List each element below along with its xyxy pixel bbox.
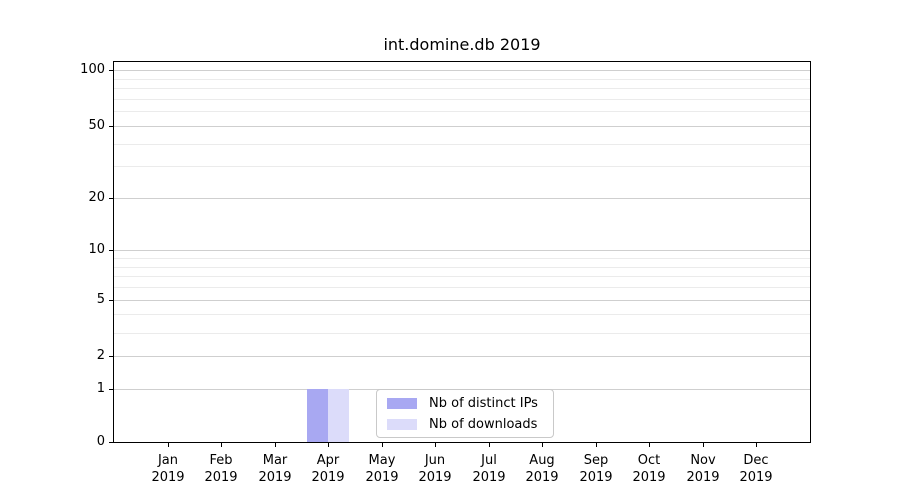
x-tick-label-line: 2019 <box>632 470 666 485</box>
x-tick-label-line: Jun <box>424 453 446 468</box>
plot-area <box>113 61 811 443</box>
y-gridline-minor-40 <box>114 144 810 145</box>
y-tick-label-100: 100 <box>80 62 105 77</box>
y-tick-label-1: 1 <box>96 381 105 396</box>
legend-item-distinct-ips: Nb of distinct IPs <box>385 394 545 412</box>
y-tick-1 <box>109 389 113 390</box>
y-gridline-minor-4 <box>114 314 810 315</box>
x-tick-label-line: 2019 <box>204 470 238 485</box>
x-tick-label-line: Mar <box>262 453 288 468</box>
x-tick-oct <box>649 443 650 447</box>
x-tick-feb <box>221 443 222 447</box>
legend-label-distinct-ips: Nb of distinct IPs <box>429 395 538 411</box>
y-gridline-5 <box>114 300 810 301</box>
y-tick-50 <box>109 126 113 127</box>
legend-item-downloads: Nb of downloads <box>385 415 545 433</box>
legend-swatch-downloads <box>387 418 417 430</box>
y-tick-100 <box>109 70 113 71</box>
y-gridline-50 <box>114 126 810 127</box>
x-tick-label-line: 2019 <box>525 470 559 485</box>
x-tick-label-line: 2019 <box>418 470 452 485</box>
x-tick-label-line: Sep <box>583 453 609 468</box>
legend: Nb of distinct IPs Nb of downloads <box>376 389 554 438</box>
x-tick-label-nov: Nov 2019 <box>663 452 743 486</box>
y-gridline-minor-8 <box>114 267 810 268</box>
x-tick-mar <box>275 443 276 447</box>
y-gridline-100 <box>114 70 810 71</box>
x-tick-label-feb: Feb 2019 <box>181 452 261 486</box>
y-gridline-minor-6 <box>114 287 810 288</box>
y-tick-label-10: 10 <box>88 242 105 257</box>
chart-title: int.domine.db 2019 <box>383 35 541 54</box>
y-gridline-minor-9 <box>114 258 810 259</box>
y-tick-0 <box>109 442 113 443</box>
y-gridline-minor-80 <box>114 88 810 89</box>
y-gridline-minor-7 <box>114 276 810 277</box>
x-tick-label-line: 2019 <box>151 470 185 485</box>
x-tick-label-jan: Jan 2019 <box>128 452 208 486</box>
x-tick-aug <box>542 443 543 447</box>
x-tick-apr <box>328 443 329 447</box>
x-tick-label-jul: Jul 2019 <box>449 452 529 486</box>
x-tick-label-sep: Sep 2019 <box>556 452 636 486</box>
y-tick-5 <box>109 300 113 301</box>
x-tick-label-line: Dec <box>743 453 769 468</box>
x-tick-label-line: Jan <box>157 453 179 468</box>
x-tick-may <box>382 443 383 447</box>
legend-label-downloads: Nb of downloads <box>429 416 538 432</box>
x-tick-label-mar: Mar 2019 <box>235 452 315 486</box>
bar-nb-of-distinct-ips <box>307 389 328 442</box>
x-tick-jul <box>489 443 490 447</box>
x-tick-label-line: 2019 <box>365 470 399 485</box>
y-gridline-minor-30 <box>114 166 810 167</box>
x-tick-label-line: May <box>368 453 396 468</box>
x-tick-label-line: Jul <box>481 453 497 468</box>
x-tick-jan <box>168 443 169 447</box>
y-tick-2 <box>109 356 113 357</box>
y-gridline-minor-70 <box>114 99 810 100</box>
y-tick-label-50: 50 <box>88 118 105 133</box>
x-tick-label-line: Aug <box>529 453 555 468</box>
bar-nb-of-downloads <box>328 389 349 442</box>
x-tick-label-apr: Apr 2019 <box>288 452 368 486</box>
x-tick-nov <box>703 443 704 447</box>
x-tick-label-line: 2019 <box>472 470 506 485</box>
x-tick-dec <box>756 443 757 447</box>
x-tick-label-jun: Jun 2019 <box>395 452 475 486</box>
y-tick-label-5: 5 <box>96 292 105 307</box>
x-tick-label-aug: Aug 2019 <box>502 452 582 486</box>
y-gridline-2 <box>114 356 810 357</box>
x-tick-label-line: Feb <box>209 453 233 468</box>
x-tick-label-line: Nov <box>690 453 716 468</box>
y-gridline-20 <box>114 198 810 199</box>
x-tick-label-may: May 2019 <box>342 452 422 486</box>
x-tick-label-dec: Dec 2019 <box>716 452 796 486</box>
y-tick-label-2: 2 <box>96 348 105 363</box>
y-gridline-minor-60 <box>114 111 810 112</box>
x-tick-label-line: 2019 <box>258 470 292 485</box>
y-tick-20 <box>109 198 113 199</box>
y-gridline-minor-3 <box>114 333 810 334</box>
x-tick-label-line: 2019 <box>579 470 613 485</box>
y-tick-label-20: 20 <box>88 190 105 205</box>
x-tick-label-line: 2019 <box>311 470 345 485</box>
x-tick-label-line: Apr <box>316 453 340 468</box>
legend-swatch-distinct-ips <box>387 397 417 409</box>
y-tick-label-0: 0 <box>96 434 105 449</box>
x-tick-label-line: 2019 <box>686 470 720 485</box>
x-tick-jun <box>435 443 436 447</box>
y-gridline-minor-90 <box>114 79 810 80</box>
x-tick-label-oct: Oct 2019 <box>609 452 689 486</box>
x-tick-sep <box>596 443 597 447</box>
y-gridline-10 <box>114 250 810 251</box>
x-tick-label-line: 2019 <box>739 470 773 485</box>
y-tick-10 <box>109 250 113 251</box>
x-tick-label-line: Oct <box>637 453 661 468</box>
